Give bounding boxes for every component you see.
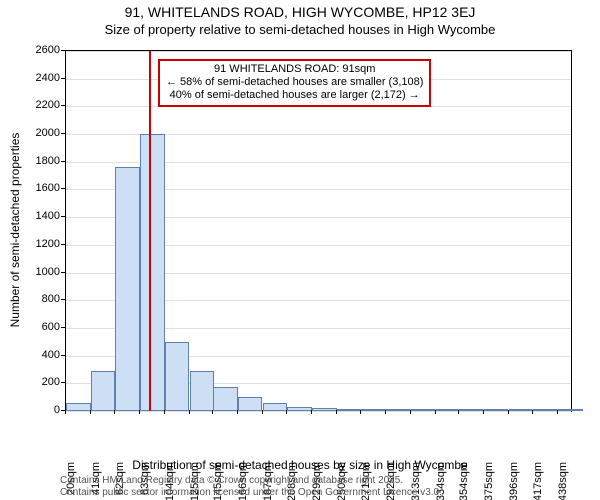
x-tick <box>410 410 411 414</box>
x-tick <box>557 410 558 414</box>
x-tick <box>65 410 66 414</box>
histogram-bar <box>558 409 583 411</box>
x-tick <box>435 410 436 414</box>
y-tick-label: 600 <box>20 321 60 333</box>
histogram-bar <box>337 409 362 411</box>
y-tick-label: 2000 <box>20 127 60 139</box>
attribution-line2: Contains public sector information licen… <box>60 487 442 498</box>
histogram-bar <box>91 371 116 411</box>
histogram-bar <box>287 407 312 411</box>
histogram-bar <box>66 403 91 411</box>
x-axis-label: Distribution of semi-detached houses by … <box>0 458 600 472</box>
x-tick <box>139 410 140 414</box>
y-tick-label: 1200 <box>20 238 60 250</box>
histogram-bar <box>238 397 263 411</box>
y-tick-label: 2600 <box>20 44 60 56</box>
histogram-bar <box>190 371 215 411</box>
x-tick <box>385 410 386 414</box>
y-tick-label: 2400 <box>20 72 60 84</box>
x-tick <box>336 410 337 414</box>
x-tick <box>532 410 533 414</box>
x-tick <box>262 410 263 414</box>
annotation-line: ← 58% of semi-detached houses are smalle… <box>166 76 423 89</box>
histogram-bar <box>263 403 288 411</box>
y-tick-label: 800 <box>20 293 60 305</box>
x-tick <box>360 410 361 414</box>
histogram-bar <box>533 409 558 411</box>
histogram-bar <box>140 134 165 411</box>
histogram-bar <box>361 409 386 411</box>
histogram-bar <box>115 167 140 411</box>
x-tick <box>311 410 312 414</box>
histogram-bar <box>312 408 337 411</box>
y-tick-label: 1000 <box>20 266 60 278</box>
y-tick-label: 0 <box>20 404 60 416</box>
x-tick <box>90 410 91 414</box>
annotation-box: 91 WHITELANDS ROAD: 91sqm← 58% of semi-d… <box>158 59 431 107</box>
histogram-bar <box>165 342 190 411</box>
x-tick <box>286 410 287 414</box>
x-tick <box>483 410 484 414</box>
title-main: 91, WHITELANDS ROAD, HIGH WYCOMBE, HP12 … <box>0 4 600 20</box>
x-tick <box>508 410 509 414</box>
grid-line <box>66 411 571 412</box>
x-tick <box>114 410 115 414</box>
histogram-bar <box>459 409 484 411</box>
histogram-bar <box>213 387 238 411</box>
grid-line <box>66 51 571 52</box>
annotation-line: 91 WHITELANDS ROAD: 91sqm <box>166 63 423 76</box>
y-tick-label: 400 <box>20 349 60 361</box>
attribution-line1: Contains HM Land Registry data © Crown c… <box>60 475 403 486</box>
y-tick-label: 1800 <box>20 155 60 167</box>
chart-container: 91, WHITELANDS ROAD, HIGH WYCOMBE, HP12 … <box>0 0 600 500</box>
x-tick <box>458 410 459 414</box>
y-tick-label: 1400 <box>20 210 60 222</box>
y-tick-label: 1600 <box>20 182 60 194</box>
y-tick-label: 2200 <box>20 99 60 111</box>
plot-area: 91 WHITELANDS ROAD: 91sqm← 58% of semi-d… <box>65 50 572 412</box>
marker-line <box>149 51 151 411</box>
histogram-bar <box>411 409 436 411</box>
attribution: Contains HM Land Registry data © Crown c… <box>60 475 442 498</box>
histogram-bar <box>509 409 534 411</box>
title-sub: Size of property relative to semi-detach… <box>0 22 600 37</box>
annotation-line: 40% of semi-detached houses are larger (… <box>166 89 423 102</box>
x-tick <box>189 410 190 414</box>
y-tick-label: 200 <box>20 376 60 388</box>
x-tick <box>237 410 238 414</box>
x-tick <box>212 410 213 414</box>
x-tick <box>164 410 165 414</box>
histogram-bar <box>436 409 461 411</box>
histogram-bar <box>484 409 509 411</box>
histogram-bar <box>386 409 411 411</box>
